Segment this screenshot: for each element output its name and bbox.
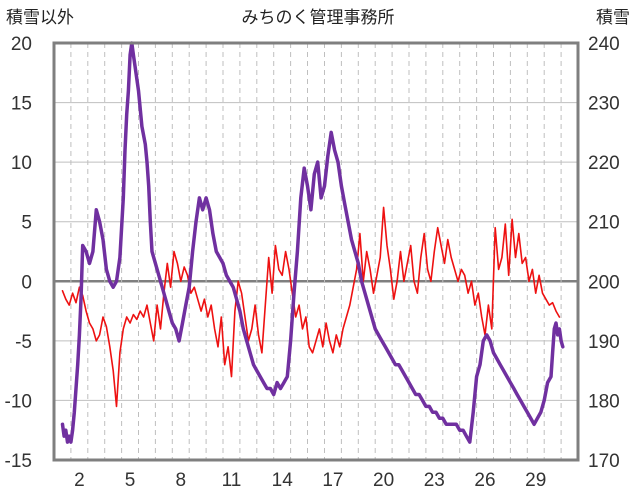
y-left-tick-label: 10 xyxy=(11,153,32,174)
x-tick-label: 5 xyxy=(125,470,136,491)
x-tick-label: 17 xyxy=(322,470,343,491)
x-tick-label: 29 xyxy=(525,470,546,491)
x-tick-label: 11 xyxy=(222,470,242,491)
x-tick-label: 8 xyxy=(176,470,187,491)
y-left-tick-label: -10 xyxy=(5,391,32,412)
other-values-line xyxy=(61,206,561,408)
x-tick-label: 14 xyxy=(272,470,294,491)
y-left-tick-label: 0 xyxy=(21,272,32,293)
x-tick-label: 23 xyxy=(424,470,445,491)
chart-title: みちのく管理事務所 xyxy=(242,8,395,28)
tick-labels: 20151050-5-10-15240230220210200190180170… xyxy=(5,34,620,491)
y-right-tick-label: 220 xyxy=(588,153,620,174)
y-right-tick-label: 190 xyxy=(588,332,620,353)
x-tick-label: 20 xyxy=(373,470,394,491)
y-left-tick-label: -15 xyxy=(5,451,32,472)
x-tick-label: 26 xyxy=(474,470,495,491)
snow-depth-line xyxy=(60,41,565,444)
left-axis-title: 積雪以外 xyxy=(6,8,74,28)
y-right-tick-label: 240 xyxy=(588,34,620,55)
y-right-tick-label: 210 xyxy=(588,213,620,234)
y-right-tick-label: 170 xyxy=(588,451,620,472)
y-right-tick-label: 200 xyxy=(588,272,620,293)
plot-frame xyxy=(52,41,580,462)
y-left-tick-label: 5 xyxy=(21,213,32,234)
x-tick-label: 2 xyxy=(74,470,85,491)
right-axis-title: 積雪 xyxy=(596,8,630,28)
y-left-tick-label: 20 xyxy=(11,34,32,55)
series-layer xyxy=(60,41,565,444)
y-right-tick-label: 180 xyxy=(588,391,620,412)
y-left-tick-label: 15 xyxy=(11,94,32,115)
y-left-tick-label: -5 xyxy=(15,332,32,353)
y-right-tick-label: 230 xyxy=(588,94,620,115)
